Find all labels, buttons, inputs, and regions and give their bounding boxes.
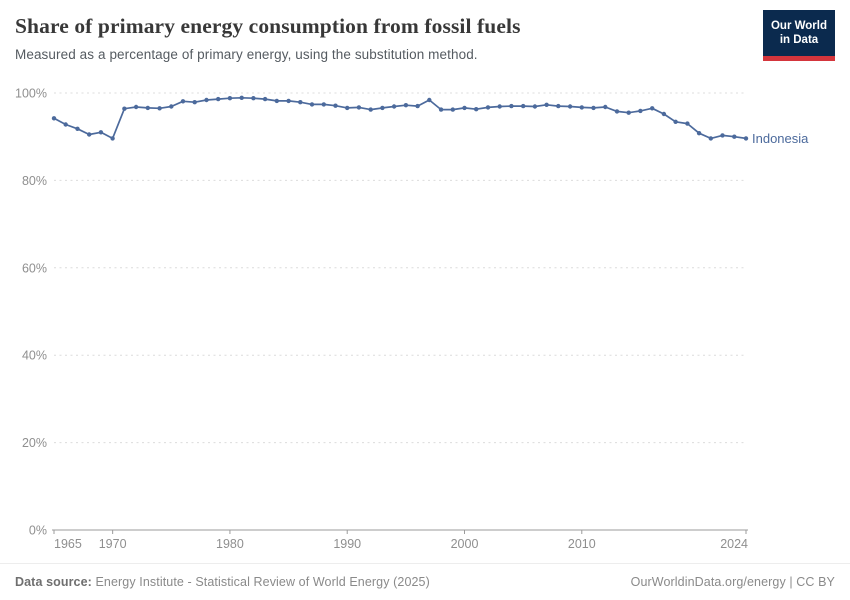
data-point-marker: [63, 122, 68, 127]
data-point-marker: [743, 136, 749, 141]
data-point-marker: [98, 130, 104, 135]
data-point-marker: [673, 119, 678, 124]
data-point-marker: [497, 104, 502, 109]
data-point-marker: [309, 102, 315, 107]
y-axis-tick-label: 100%: [15, 87, 47, 101]
data-point-marker: [227, 96, 233, 101]
data-point-marker: [169, 104, 174, 109]
data-point-marker: [556, 103, 561, 109]
data-point-marker: [661, 111, 667, 117]
data-point-marker: [75, 126, 80, 131]
data-point-marker: [251, 96, 256, 101]
data-point-marker: [579, 105, 584, 110]
y-axis-tick-label: 60%: [22, 261, 47, 275]
data-point-marker: [638, 108, 643, 114]
chart-subtitle: Measured as a percentage of primary ener…: [15, 46, 478, 62]
data-point-marker: [708, 136, 713, 141]
x-axis-tick-label: 1980: [216, 537, 244, 551]
data-point-marker: [544, 102, 549, 107]
data-source-note: Data source: Energy Institute - Statisti…: [15, 575, 430, 589]
data-point-marker: [509, 103, 514, 109]
series-end-label[interactable]: Indonesia: [752, 131, 809, 146]
owid-logo[interactable]: Our World in Data: [763, 10, 835, 61]
data-point-marker: [204, 97, 209, 103]
owid-logo-line2: in Data: [779, 34, 819, 46]
data-point-marker: [474, 107, 479, 112]
x-axis-tick-label: 1990: [333, 537, 361, 551]
data-point-marker: [274, 98, 279, 104]
data-point-marker: [133, 104, 139, 110]
data-point-marker: [521, 103, 526, 109]
data-point-marker: [591, 105, 596, 111]
data-point-marker: [157, 106, 162, 111]
x-axis-tick-label: 1965: [54, 537, 82, 551]
data-point-marker: [216, 96, 221, 102]
y-axis-tick-label: 20%: [22, 436, 47, 450]
data-point-marker: [298, 100, 303, 105]
data-point-marker: [485, 105, 491, 110]
data-point-marker: [122, 106, 127, 111]
data-point-marker: [262, 96, 268, 102]
data-point-marker: [321, 102, 326, 107]
data-point-marker: [567, 104, 573, 109]
data-point-marker: [438, 107, 444, 112]
x-axis-tick-label: 2024: [720, 537, 748, 551]
chart-header: Share of primary energy consumption from…: [15, 10, 835, 62]
data-point-marker: [685, 121, 690, 126]
indonesia-series[interactable]: Indonesia: [51, 95, 809, 146]
data-point-marker: [380, 105, 385, 111]
data-point-marker: [427, 97, 432, 103]
data-point-marker: [732, 134, 737, 139]
data-point-marker: [286, 98, 291, 104]
data-point-marker: [87, 132, 92, 137]
data-point-marker: [626, 110, 631, 115]
data-point-marker: [696, 131, 702, 136]
owid-credit-link[interactable]: OurWorldinData.org/energy | CC BY: [630, 575, 835, 589]
data-point-marker: [415, 103, 420, 109]
y-axis-tick-label: 0%: [29, 524, 47, 538]
data-point-marker: [333, 103, 338, 108]
data-point-marker: [603, 104, 608, 110]
data-source-label: Data source:: [15, 575, 92, 589]
data-point-marker: [462, 105, 467, 111]
page-title: Share of primary energy consumption from…: [15, 14, 521, 38]
data-point-marker: [51, 116, 57, 121]
data-point-marker: [368, 107, 373, 112]
data-point-marker: [192, 100, 197, 105]
data-point-marker: [403, 103, 409, 108]
x-axis-tick-label: 2000: [451, 537, 479, 551]
series-line: [53, 96, 747, 140]
data-point-marker: [450, 107, 455, 112]
y-axis-tick-label: 40%: [22, 349, 47, 363]
data-point-marker: [650, 106, 655, 111]
data-point-marker: [720, 133, 725, 138]
data-point-marker: [180, 99, 186, 104]
line-chart-canvas[interactable]: 0% 20% 40% 60% 80% 100% 1965 1970 1980 1990 2000 20…: [0, 78, 850, 558]
data-point-marker: [614, 109, 620, 114]
y-axis-tick-label: 80%: [22, 174, 47, 188]
data-point-marker: [345, 105, 350, 111]
data-point-marker: [356, 105, 362, 110]
data-source-text: Energy Institute - Statistical Review of…: [91, 575, 430, 589]
x-axis-tick-label: 1970: [99, 537, 127, 551]
x-axis-tick-label: 2010: [568, 537, 596, 551]
chart-footer: Data source: Energy Institute - Statisti…: [0, 563, 850, 600]
data-point-marker: [391, 104, 397, 109]
data-point-marker: [239, 95, 244, 100]
chart-area[interactable]: 0% 20% 40% 60% 80% 100% 1965 1970 1980 1990 2000 20…: [0, 78, 850, 558]
data-point-marker: [532, 104, 538, 109]
data-point-marker: [110, 136, 115, 141]
data-point-marker: [145, 105, 150, 111]
owid-logo-line1: Our World: [770, 19, 827, 32]
